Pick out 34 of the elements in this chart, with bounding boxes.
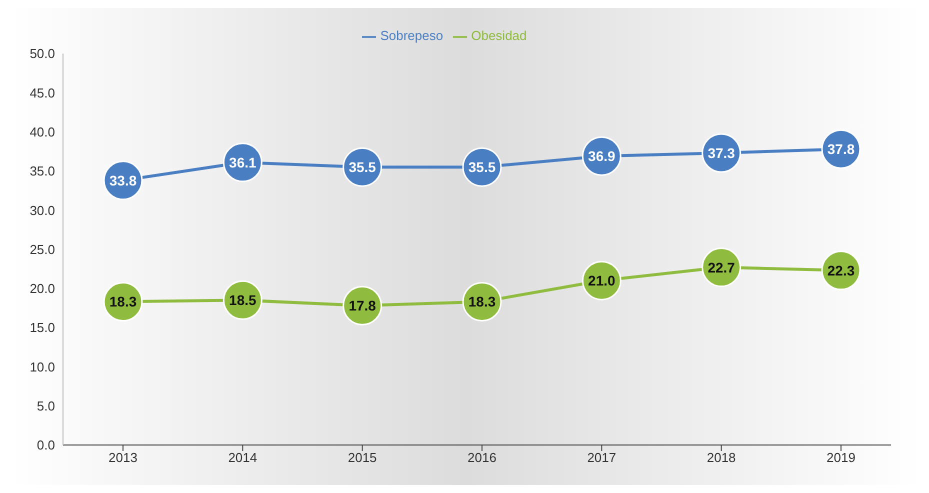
y-tick-label: 0.0 — [36, 438, 55, 453]
data-label: 37.3 — [708, 144, 736, 161]
data-label: 18.3 — [109, 294, 137, 310]
y-tick-label: 45.0 — [30, 85, 55, 100]
data-label: 21.0 — [588, 272, 616, 289]
y-tick-label: 20.0 — [30, 281, 55, 296]
x-tick-label: 2018 — [706, 450, 736, 466]
data-label: 35.5 — [468, 159, 496, 176]
x-tick-label: 2013 — [108, 450, 138, 466]
y-tick-label: 50.0 — [30, 46, 55, 62]
x-tick-label: 2016 — [468, 450, 496, 466]
y-tick-label: 15.0 — [30, 320, 55, 336]
x-tick-label: 2015 — [348, 450, 377, 466]
y-tick-label: 40.0 — [30, 124, 55, 140]
data-label: 22.3 — [827, 262, 855, 278]
y-tick-label: 30.0 — [30, 202, 55, 218]
data-label: 18.5 — [229, 292, 257, 308]
y-tick-label: 10.0 — [30, 359, 55, 374]
data-label: 36.9 — [588, 148, 616, 164]
data-label: 22.7 — [708, 259, 736, 276]
x-tick-label: 2019 — [826, 450, 856, 466]
data-label: 37.8 — [827, 141, 855, 158]
x-tick-label: 2017 — [587, 450, 616, 466]
legend-label: Sobrepeso — [380, 28, 444, 43]
legend-label: Obesidad — [471, 28, 527, 43]
data-label: 18.3 — [468, 294, 496, 310]
data-label: 35.5 — [348, 159, 376, 176]
x-tick-label: 2014 — [228, 450, 258, 466]
y-tick-label: 25.0 — [30, 242, 55, 257]
y-tick-label: 5.0 — [36, 398, 55, 414]
y-tick-label: 35.0 — [30, 164, 55, 179]
data-label: 17.8 — [348, 298, 376, 314]
data-label: 36.1 — [229, 154, 257, 170]
data-label: 33.8 — [109, 172, 137, 188]
